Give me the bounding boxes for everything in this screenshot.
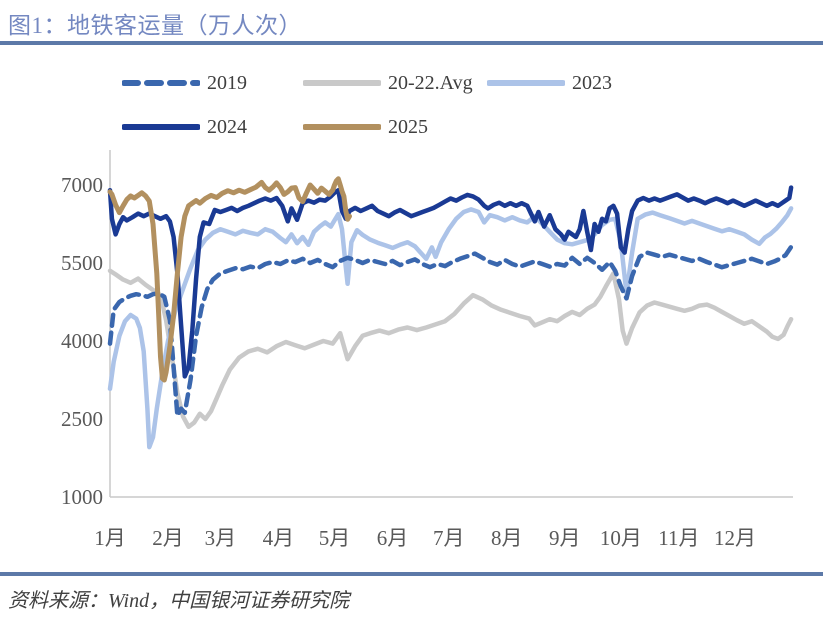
title-underline <box>0 41 823 45</box>
legend-label: 20-22.Avg <box>388 72 473 94</box>
svg-text:2500: 2500 <box>61 407 103 431</box>
legend-item-2025: 2025 <box>303 116 428 138</box>
svg-text:2月: 2月 <box>152 526 184 550</box>
svg-text:11月: 11月 <box>658 526 699 550</box>
legend-item-20-22avg: 20-22.Avg <box>303 72 473 94</box>
svg-text:12月: 12月 <box>714 526 756 550</box>
svg-text:7000: 7000 <box>61 173 103 197</box>
svg-text:6月: 6月 <box>377 526 409 550</box>
legend-swatch-dashed-line <box>122 80 200 86</box>
svg-text:1月: 1月 <box>94 526 126 550</box>
svg-text:5月: 5月 <box>319 526 351 550</box>
footer-separator <box>0 572 823 576</box>
svg-text:10月: 10月 <box>600 526 642 550</box>
source-note: 资料来源：Wind，中国银河证券研究院 <box>8 590 350 612</box>
legend-item-2024: 2024 <box>122 116 247 138</box>
legend-label: 2024 <box>207 116 247 138</box>
legend-label: 2025 <box>388 116 428 138</box>
line-chart: 7000 5500 4000 2500 1000 1月 2月 3月 4月 5月 6月 7月 8月 9月 10… <box>61 150 794 550</box>
svg-text:4000: 4000 <box>61 329 103 353</box>
legend-label: 2023 <box>572 72 612 94</box>
legend-swatch-line <box>487 80 565 86</box>
legend-swatch-line <box>303 80 381 86</box>
legend-item-2023: 2023 <box>487 72 612 94</box>
legend-swatch-line <box>303 124 381 130</box>
legend-item-2019: 2019 <box>122 72 247 94</box>
legend-label: 2019 <box>207 72 247 94</box>
svg-text:8月: 8月 <box>491 526 523 550</box>
chart-area: 7000 5500 4000 2500 1000 1月 2月 3月 4月 5月 6月 7月 8月 9月 10… <box>0 150 823 565</box>
figure-title: 图1：地铁客运量（万人次） <box>8 13 302 38</box>
svg-text:1000: 1000 <box>61 485 103 509</box>
svg-text:4月: 4月 <box>263 526 295 550</box>
svg-text:3月: 3月 <box>205 526 237 550</box>
svg-text:7月: 7月 <box>433 526 465 550</box>
legend-swatch-line <box>122 124 200 130</box>
svg-text:5500: 5500 <box>61 251 103 275</box>
svg-text:9月: 9月 <box>549 526 581 550</box>
